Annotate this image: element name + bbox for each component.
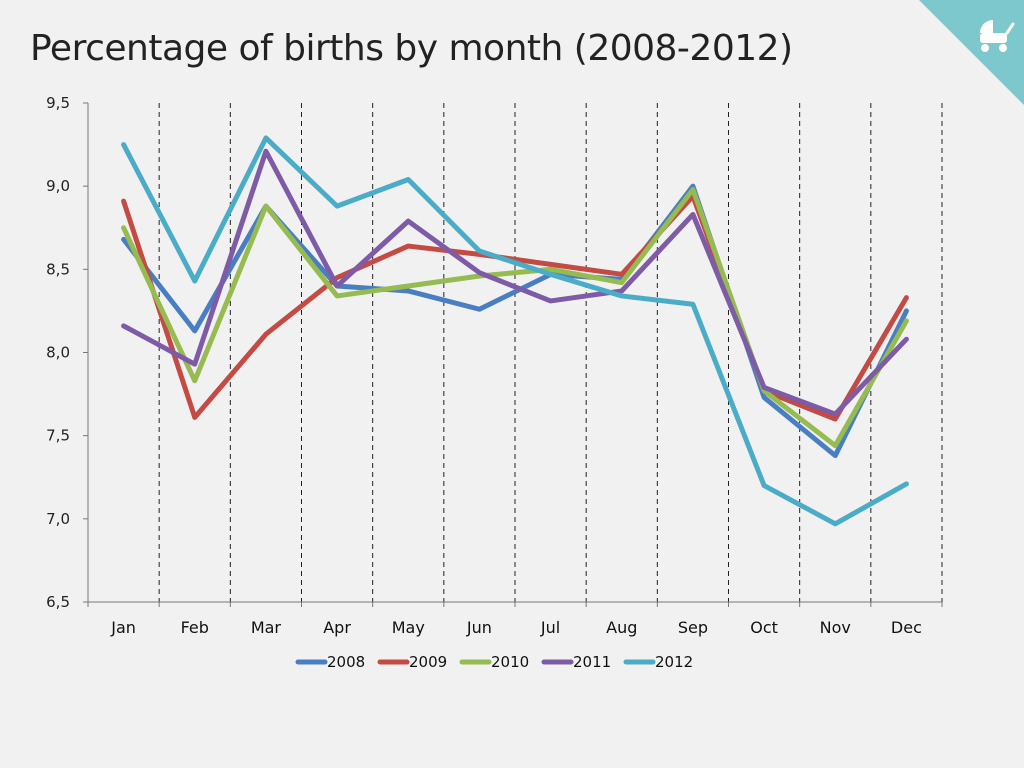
page-title: Percentage of births by month (2008-2012…: [30, 28, 793, 69]
x-tick-label: Jun: [466, 618, 492, 637]
x-tick-label: Apr: [323, 618, 351, 637]
series-line-2012: [121, 135, 909, 527]
x-tick-label: May: [392, 618, 425, 637]
x-tick-label: Oct: [750, 618, 778, 637]
legend-label-2008: 2008: [327, 653, 365, 671]
y-tick-label: 7,0: [46, 510, 70, 528]
x-tick-label: Aug: [606, 618, 637, 637]
y-tick-label: 8,5: [46, 260, 70, 278]
baby-stroller-icon: [980, 20, 1015, 52]
corner-triangle: [919, 0, 1024, 105]
x-tick-label: Feb: [181, 618, 209, 637]
legend-label-2010: 2010: [491, 653, 529, 671]
x-tick-label: Jan: [110, 618, 136, 637]
x-tick-label: Jul: [540, 618, 560, 637]
x-tick-label: Dec: [891, 618, 922, 637]
y-tick-label: 9,0: [46, 177, 70, 195]
y-tick-label: 6,5: [46, 593, 70, 611]
y-tick-label: 7,5: [46, 427, 70, 445]
series-line-2009: [121, 193, 909, 422]
series-line-2008: [121, 183, 909, 459]
series-line-2011: [121, 148, 909, 417]
corner-decoration: [919, 0, 1024, 105]
x-tick-label: Sep: [678, 618, 708, 637]
legend-label-2011: 2011: [573, 653, 611, 671]
y-tick-label: 8,0: [46, 344, 70, 362]
series-line-2010: [121, 186, 909, 449]
x-tick-label: Nov: [820, 618, 851, 637]
y-tick-label: 9,5: [46, 94, 70, 112]
x-tick-label: Mar: [251, 618, 282, 637]
legend-label-2012: 2012: [655, 653, 693, 671]
legend-label-2009: 2009: [409, 653, 447, 671]
